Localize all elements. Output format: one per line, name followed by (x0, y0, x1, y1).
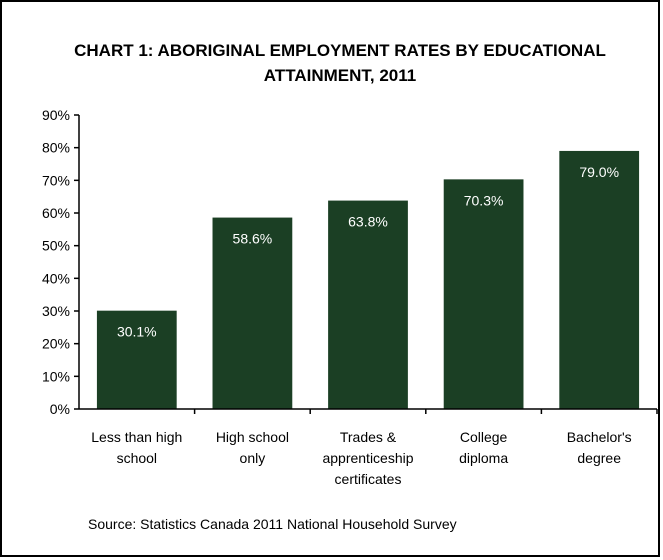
y-axis: 0% 10% 20% 30% 40% 50% 60% 70% 80% 90% (42, 107, 80, 417)
chart-title: CHART 1: ABORIGINAL EMPLOYMENT RATES BY … (74, 41, 606, 85)
x-tick-label: Less than high school (91, 429, 182, 466)
bar (559, 150, 640, 409)
y-tick-label: 10% (42, 368, 70, 384)
x-tick-label: High school only (216, 429, 289, 466)
y-tick-label: 30% (42, 303, 70, 319)
data-label: 58.6% (233, 231, 273, 247)
data-label: 30.1% (117, 324, 157, 340)
bar (212, 217, 293, 409)
y-tick-label: 20% (42, 336, 70, 352)
y-tick-label: 40% (42, 270, 70, 286)
y-tick-label: 0% (50, 401, 70, 417)
source-note: Source: Statistics Canada 2011 National … (88, 516, 457, 532)
x-tick-label: Trades & apprenticeship certificates (322, 429, 413, 487)
x-tick-label: Bachelor's degree (567, 429, 632, 466)
bar (96, 310, 177, 409)
y-tick-label: 80% (42, 140, 70, 156)
bar (328, 200, 408, 409)
data-label: 79.0% (579, 164, 619, 180)
x-axis: Less than high school High school only Trade… (79, 408, 658, 487)
y-tick-label: 60% (42, 205, 70, 221)
data-label: 70.3% (464, 192, 504, 208)
y-tick-label: 50% (42, 238, 70, 254)
bars: 30.1% 58.6% 63.8% 70.3% 79.0% (96, 150, 640, 409)
data-label: 63.8% (348, 214, 388, 230)
bar (443, 179, 524, 409)
y-tick-label: 70% (42, 172, 70, 188)
y-tick-label: 90% (42, 107, 70, 123)
x-tick-label: College diploma (459, 429, 508, 466)
